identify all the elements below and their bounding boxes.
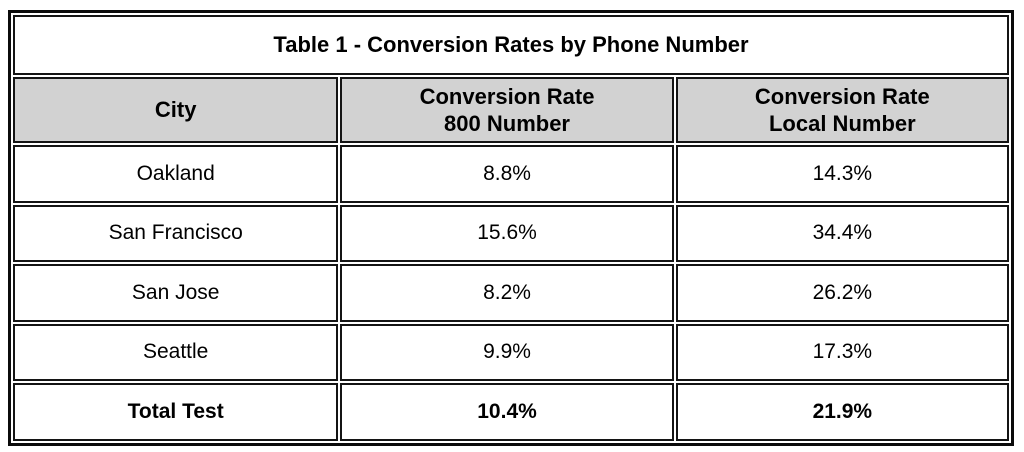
table-title: Table 1 - Conversion Rates by Phone Numb… — [13, 15, 1009, 75]
rate-local-cell: 17.3% — [675, 323, 1009, 382]
column-header-local-number: Conversion Rate Local Number — [675, 77, 1009, 143]
rate-800-cell: 8.8% — [340, 145, 674, 203]
rate-local-cell: 34.4% — [675, 204, 1009, 263]
table-row: Seattle 9.9% 17.3% — [13, 323, 1009, 382]
rate-800-cell: 15.6% — [340, 204, 674, 263]
rate-local-cell: 26.2% — [675, 264, 1009, 322]
column-header-800-number: Conversion Rate 800 Number — [340, 77, 674, 143]
rate-800-cell: 9.9% — [340, 323, 674, 382]
header-local-line1: Conversion Rate — [754, 83, 930, 109]
city-cell: Oakland — [13, 145, 339, 203]
rate-800-cell: 8.2% — [340, 264, 674, 322]
table-header-row: City Conversion Rate 800 Number Conversi… — [13, 77, 1009, 143]
city-cell: San Francisco — [13, 204, 339, 263]
table-row: San Francisco 15.6% 34.4% — [13, 204, 1009, 263]
table-row: Oakland 8.8% 14.3% — [13, 145, 1009, 203]
total-rate-local-cell: 21.9% — [675, 383, 1009, 441]
conversion-table-container: Table 1 - Conversion Rates by Phone Numb… — [8, 10, 1014, 446]
table-row: San Jose 8.2% 26.2% — [13, 264, 1009, 322]
table-title-row: Table 1 - Conversion Rates by Phone Numb… — [13, 15, 1009, 75]
city-cell: Seattle — [13, 323, 339, 382]
table-total-row: Total Test 10.4% 21.9% — [13, 383, 1009, 441]
header-800-line1: Conversion Rate — [419, 83, 595, 109]
column-header-city: City — [13, 77, 339, 143]
city-cell: San Jose — [13, 264, 339, 322]
header-800-line2: 800 Number — [444, 111, 570, 136]
total-rate-800-cell: 10.4% — [340, 383, 674, 441]
conversion-rates-table: Table 1 - Conversion Rates by Phone Numb… — [8, 10, 1014, 446]
header-local-line2: Local Number — [768, 111, 916, 136]
rate-local-cell: 14.3% — [675, 145, 1009, 203]
total-label-cell: Total Test — [13, 383, 339, 441]
